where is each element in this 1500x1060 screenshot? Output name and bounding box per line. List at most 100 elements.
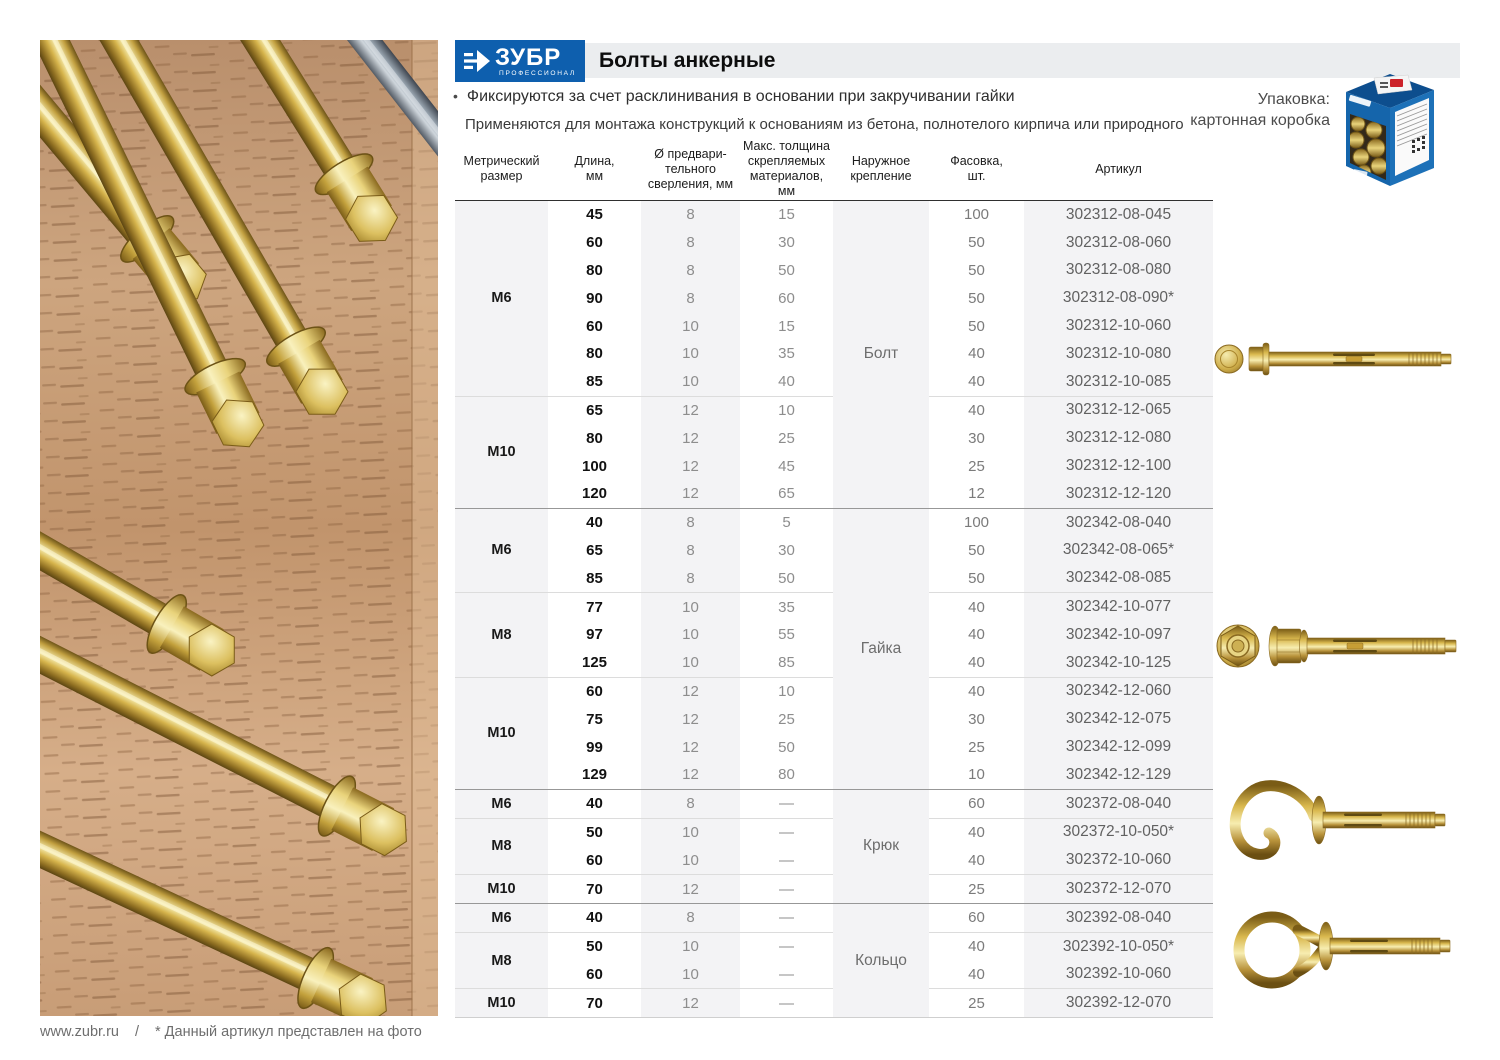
- intro-bullet-text: Фиксируются за счет расклинивания в осно…: [466, 88, 1015, 105]
- cell-length: 50: [548, 931, 641, 961]
- cell-article: 302392-12-070: [1024, 988, 1213, 1018]
- cell-max-thickness: 45: [778, 457, 795, 475]
- cell-pack-qty: 50: [968, 289, 985, 307]
- cell-article: 302342-12-129: [1024, 760, 1213, 790]
- cell-max-thickness: 30: [778, 234, 795, 252]
- cell-pack-qty: 50: [968, 261, 985, 279]
- packaging-box-image: [1334, 68, 1446, 197]
- table-row: 80 8 50 50 302312-08-080: [455, 256, 1213, 285]
- cell-pack-qty: 40: [968, 373, 985, 391]
- cell-article: 302392-08-040: [1024, 902, 1213, 933]
- cell-drill-diameter: 12: [641, 874, 740, 904]
- cell-mount-type: Гайка: [833, 507, 929, 790]
- cell-article: 302372-10-060: [1024, 846, 1213, 875]
- cell-length: 60: [586, 317, 603, 335]
- table-row: М6 40 8 5 Гайка 100 302342-08-040: [455, 507, 1213, 790]
- cell-article: 302342-12-060: [1024, 676, 1213, 706]
- column-header-drill-diameter: Ø предвари- тельного сверления, мм: [641, 138, 740, 201]
- cell-length: 129: [581, 766, 608, 784]
- cell-drill-diameter: 8: [641, 536, 740, 565]
- column-header-size: Метрический размер: [455, 138, 548, 201]
- cell-article: 302392-10-060: [1024, 960, 1213, 989]
- table-row: 120 12 65 12 302312-12-120: [455, 479, 1213, 509]
- bolt-anchor-image: [1213, 328, 1465, 395]
- cell-article: 302312-12-080: [1024, 424, 1213, 453]
- cell-article: 302312-08-090*: [1024, 284, 1213, 313]
- table-row: М10 60 12 10 40 302342-12-060: [455, 676, 1213, 790]
- cell-length: 100: [581, 457, 608, 475]
- table-row: М10 65 12 10 40 302312-12-065: [455, 395, 1213, 509]
- cell-article: 302372-10-050*: [1024, 817, 1213, 847]
- cell-size: М10: [455, 874, 548, 904]
- cell-size: М8: [455, 817, 548, 875]
- cell-article: 302342-12-075: [1024, 705, 1213, 734]
- table-row: 97 10 55 40 302342-10-097: [455, 620, 1213, 649]
- intro-block: • Фиксируются за счет расклинивания в осн…: [453, 88, 1223, 150]
- table-row: М10 70 12— 25 302392-12-070: [455, 988, 1213, 1018]
- cell-drill-diameter: 10: [641, 648, 740, 678]
- cell-article: 302392-10-050*: [1024, 931, 1213, 961]
- cell-pack-qty: 50: [968, 234, 985, 252]
- cell-max-thickness: 25: [778, 429, 795, 447]
- cell-pack-qty: 60: [929, 902, 1024, 933]
- cell-drill-diameter: 12: [641, 705, 740, 734]
- table-row: 85 8 50 50 302342-08-085: [455, 564, 1213, 593]
- cell-length: 97: [586, 626, 603, 644]
- cell-length: 80: [586, 261, 603, 279]
- cell-article: 302342-12-099: [1024, 733, 1213, 761]
- table-row: М6 45 8 15 Болт 100 302312-08-045: [455, 200, 1213, 509]
- cell-size: М8: [455, 592, 548, 678]
- cell-length: 65: [548, 395, 641, 425]
- cell-article: 302372-12-070: [1024, 874, 1213, 904]
- footer-site-link[interactable]: www.zubr.ru: [40, 1024, 119, 1040]
- cell-article: 302312-08-060: [1024, 228, 1213, 257]
- cell-length: 70: [548, 988, 641, 1018]
- page-title: Болты анкерные: [599, 48, 776, 72]
- cell-drill-diameter: 12: [641, 760, 740, 790]
- cell-drill-diameter: 10: [641, 931, 740, 961]
- cell-max-thickness: 65: [778, 485, 795, 503]
- cell-length: 40: [548, 788, 641, 819]
- cell-length: 65: [586, 541, 603, 559]
- table-row: М6 40 8— Кольцо 60 302392-08-040: [455, 902, 1213, 1018]
- cell-max-thickness: —: [740, 788, 833, 819]
- cell-max-thickness: 55: [778, 626, 795, 644]
- cell-pack-qty: 40: [929, 817, 1024, 847]
- cell-max-thickness: 35: [778, 345, 795, 363]
- cell-drill-diameter: 12: [641, 424, 740, 453]
- cell-pack-qty: 40: [968, 965, 985, 983]
- cell-length: 75: [586, 710, 603, 728]
- cell-max-thickness: 10: [740, 395, 833, 425]
- cell-length: 60: [586, 851, 603, 869]
- cell-article: 302342-08-085: [1024, 564, 1213, 593]
- cell-max-thickness: 50: [778, 569, 795, 587]
- hook-anchor-image: [1216, 770, 1466, 889]
- nut-anchor-image: [1211, 598, 1467, 699]
- cell-drill-diameter: 12: [641, 395, 740, 425]
- cell-pack-qty: 60: [929, 788, 1024, 819]
- cell-max-thickness: 50: [778, 738, 795, 756]
- cell-pack-qty: 100: [929, 507, 1024, 537]
- cell-drill-diameter: 10: [641, 592, 740, 621]
- cell-pack-qty: 30: [968, 710, 985, 728]
- cell-length: 45: [586, 206, 603, 224]
- page-footer: www.zubr.ru / * Данный артикул представл…: [40, 1024, 422, 1040]
- cell-max-thickness: —: [740, 902, 833, 933]
- cell-length: 125: [581, 654, 608, 672]
- table-row: 85 10 40 40 302312-10-085: [455, 367, 1213, 397]
- cell-article: 302312-10-085: [1024, 367, 1213, 397]
- cell-max-thickness: 15: [778, 317, 795, 335]
- table-row: 60 10 — 40 302372-10-060: [455, 846, 1213, 875]
- packaging-label-line2: картонная коробка: [1190, 111, 1330, 129]
- table-row: 60 10 15 50 302312-10-060: [455, 312, 1213, 340]
- cell-pack-qty: 25: [929, 874, 1024, 904]
- cell-article: 302312-12-065: [1024, 395, 1213, 425]
- table-row: М6 40 8— Крюк 60 302372-08-040: [455, 788, 1213, 904]
- table-row: 125 10 85 40 302342-10-125: [455, 648, 1213, 678]
- cell-length: 40: [548, 507, 641, 537]
- table-row: 100 12 45 25 302312-12-100: [455, 452, 1213, 480]
- cell-max-thickness: —: [740, 817, 833, 847]
- cell-mount-type: Крюк: [833, 788, 929, 904]
- cell-length: 60: [548, 676, 641, 706]
